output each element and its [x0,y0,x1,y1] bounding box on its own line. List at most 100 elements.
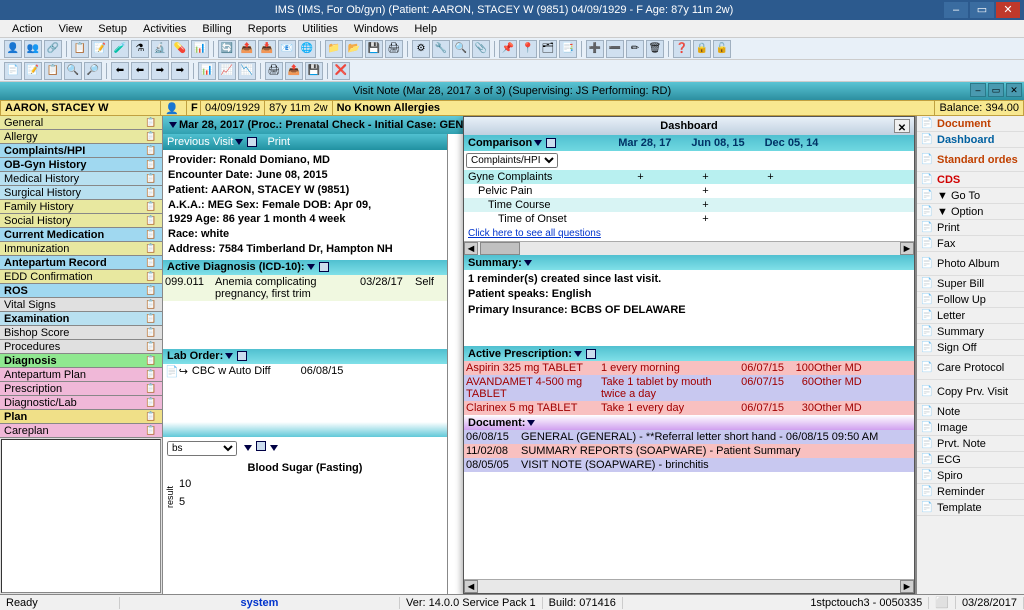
nav-vital-signs[interactable]: Vital Signs📋 [0,298,162,312]
panel-copy-prv-visit[interactable]: 📄Copy Prv. Visit [917,380,1024,404]
comp-hscroll[interactable]: ◄► [464,241,914,255]
toolbar-button[interactable]: 📂 [345,40,363,58]
comp-sq-icon[interactable] [546,138,556,148]
toolbar-button[interactable]: 📌 [499,40,517,58]
toolbar2-button[interactable]: ⬅ [131,62,149,80]
toolbar2-button[interactable]: 🖨 [265,62,283,80]
comparison-date[interactable]: Jun 08, 15 [691,137,744,149]
nav-antepartum-record[interactable]: Antepartum Record📋 [0,256,162,270]
diagnosis-row[interactable]: 099.011 Anemia complicating pregnancy, f… [163,275,447,301]
comparison-date[interactable]: Dec 05, 14 [765,137,819,149]
comp-dd-icon[interactable] [534,140,542,146]
document-row[interactable]: 06/08/15GENERAL (GENERAL) - **Referral l… [464,430,914,444]
nav-diagnosis[interactable]: Diagnosis📋 [0,354,162,368]
nav-ros[interactable]: ROS📋 [0,284,162,298]
toolbar-button[interactable]: 👤 [4,40,22,58]
rx-row[interactable]: Clarinex 5 mg TABLETTake 1 every day06/0… [464,401,914,415]
summ-dd-icon[interactable] [524,260,532,266]
toolbar-button[interactable]: ❓ [673,40,691,58]
comparison-date[interactable]: Mar 28, 17 [618,137,671,149]
prev-sq-icon[interactable] [247,137,257,147]
document-row[interactable]: 11/02/08SUMMARY REPORTS (SOAPWARE) - Pat… [464,444,914,458]
maximize-button[interactable]: ▭ [970,2,994,18]
panel-standard-ordes[interactable]: 📄Standard ordes [917,148,1024,172]
nav-current-medication[interactable]: Current Medication📋 [0,228,162,242]
rx-row[interactable]: AVANDAMET 4-500 mg TABLETTake 1 tablet b… [464,375,914,401]
see-all-questions-link[interactable]: Click here to see all questions [464,226,914,241]
nav-allergy[interactable]: Allergy📋 [0,130,162,144]
toolbar-button[interactable]: 📑 [559,40,577,58]
toolbar-button[interactable]: 🖨 [385,40,403,58]
panel-option[interactable]: 📄▼ Option [917,204,1024,220]
rx-dd-icon[interactable] [574,351,582,357]
toolbar2-button[interactable]: 🔍 [64,62,82,80]
toolbar2-button[interactable]: ➡ [171,62,189,80]
toolbar-button[interactable]: ➖ [606,40,624,58]
toolbar-button[interactable]: 📊 [191,40,209,58]
nav-ob-gyn-history[interactable]: OB-Gyn History📋 [0,158,162,172]
nav-examination[interactable]: Examination📋 [0,312,162,326]
menu-view[interactable]: View [51,23,91,35]
toolbar-button[interactable]: 📋 [71,40,89,58]
nav-careplan[interactable]: Careplan📋 [0,424,162,438]
menu-windows[interactable]: Windows [346,23,407,35]
rx-sq-icon[interactable] [586,349,596,359]
panel-follow-up[interactable]: 📄Follow Up [917,292,1024,308]
nav-medical-history[interactable]: Medical History📋 [0,172,162,186]
toolbar-button[interactable]: ✏ [626,40,644,58]
lab-dd-icon[interactable] [225,353,233,359]
comparison-row[interactable]: Time of Onset+ [464,212,914,226]
toolbar-button[interactable]: 📍 [519,40,537,58]
nav-complaints-hpi[interactable]: Complaints/HPI📋 [0,144,162,158]
panel-go-to[interactable]: 📄▼ Go To [917,188,1024,204]
panel-photo-album[interactable]: 📄Photo Album [917,252,1024,276]
doc-dd-icon[interactable] [527,420,535,426]
comparison-select[interactable]: Complaints/HPI [466,153,558,168]
toolbar-button[interactable]: ⚗ [131,40,149,58]
nav-prescription[interactable]: Prescription📋 [0,382,162,396]
sub-minimize-button[interactable]: – [970,83,986,97]
sub-close-button[interactable]: ✕ [1006,83,1022,97]
toolbar-button[interactable]: 🗂 [539,40,557,58]
center-hscroll[interactable]: ◄► [464,579,914,593]
toolbar-button[interactable]: 🧪 [111,40,129,58]
toolbar2-button[interactable]: 📉 [238,62,256,80]
toolbar-button[interactable]: 📥 [258,40,276,58]
panel-image[interactable]: 📄Image [917,420,1024,436]
comparison-row[interactable]: Gyne Complaints+++ [464,170,914,184]
comparison-row[interactable]: Time Course+ [464,198,914,212]
menu-reports[interactable]: Reports [240,23,295,35]
chart-dd-icon[interactable] [244,445,252,451]
print-label[interactable]: Print [267,136,290,148]
nav-antepartum-plan[interactable]: Antepartum Plan📋 [0,368,162,382]
dx-dd-icon[interactable] [307,264,315,270]
menu-billing[interactable]: Billing [194,23,239,35]
toolbar-button[interactable]: 📎 [472,40,490,58]
panel-document[interactable]: 📄Document [917,116,1024,132]
menu-setup[interactable]: Setup [90,23,135,35]
lab-row[interactable]: 📄↪ CBC w Auto Diff 06/08/15 [163,364,447,379]
toolbar-button[interactable]: 🔓 [713,40,731,58]
prev-dd-icon[interactable] [235,139,243,145]
nav-bishop-score[interactable]: Bishop Score📋 [0,326,162,340]
toolbar2-button[interactable]: ⬅ [111,62,129,80]
panel-dashboard[interactable]: 📄Dashboard [917,132,1024,148]
toolbar-button[interactable]: 🔄 [218,40,236,58]
menu-help[interactable]: Help [406,23,445,35]
menu-action[interactable]: Action [4,23,51,35]
panel-spiro[interactable]: 📄Spiro [917,468,1024,484]
toolbar-button[interactable]: 🔒 [693,40,711,58]
panel-prvt-note[interactable]: 📄Prvt. Note [917,436,1024,452]
toolbar2-button[interactable]: 📊 [198,62,216,80]
toolbar-button[interactable]: 👥 [24,40,42,58]
panel-cds[interactable]: 📄CDS [917,172,1024,188]
panel-super-bill[interactable]: 📄Super Bill [917,276,1024,292]
panel-note[interactable]: 📄Note [917,404,1024,420]
panel-care-protocol[interactable]: 📄Care Protocol [917,356,1024,380]
toolbar2-button[interactable]: 🔎 [84,62,102,80]
menu-utilities[interactable]: Utilities [294,23,345,35]
nav-procedures[interactable]: Procedures📋 [0,340,162,354]
toolbar2-button[interactable]: 📈 [218,62,236,80]
panel-sign-off[interactable]: 📄Sign Off [917,340,1024,356]
toolbar2-button[interactable]: 📋 [44,62,62,80]
